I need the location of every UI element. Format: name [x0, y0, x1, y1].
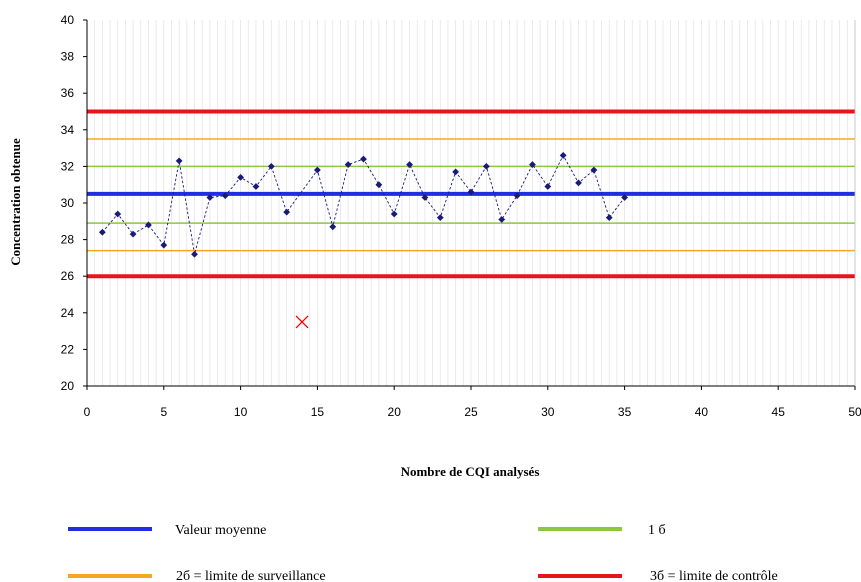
x-tick-label: 45 — [772, 405, 786, 419]
outlier-stroke — [295, 315, 309, 329]
y-tick-label: 22 — [61, 342, 75, 356]
data-point — [529, 161, 536, 168]
data-point — [344, 161, 352, 168]
data-point — [252, 183, 260, 190]
data-point — [129, 230, 137, 238]
data-point — [375, 181, 383, 189]
x-tick-label: 20 — [388, 405, 402, 419]
data-point — [237, 173, 244, 181]
y-tick-label: 34 — [61, 123, 75, 137]
y-axis-title: Concentration obtenue — [8, 138, 23, 266]
data-point — [267, 163, 275, 170]
x-tick-labels: 0 5 10 15 20 25 30 35 40 45 50 — [84, 405, 861, 419]
data-point — [175, 157, 183, 165]
data-point — [452, 168, 460, 176]
y-tick-label: 40 — [61, 13, 75, 27]
data-point — [98, 228, 106, 236]
y-tick-label: 28 — [61, 233, 75, 247]
data-point — [590, 166, 598, 174]
x-tick-label: 5 — [160, 405, 167, 419]
x-tick-label: 15 — [311, 405, 325, 419]
data-point — [160, 241, 168, 249]
y-tick-label: 36 — [61, 86, 75, 100]
y-tick-label: 38 — [61, 50, 75, 64]
data-point — [513, 192, 521, 200]
x-tick-label: 10 — [234, 405, 248, 419]
data-point — [145, 221, 152, 229]
legend-item-3-sigma: 3б = limite de contrôle — [538, 569, 778, 582]
data-point — [621, 194, 628, 201]
x-tick-label: 40 — [695, 405, 709, 419]
y-tick-label: 30 — [61, 196, 75, 210]
axes — [83, 19, 856, 390]
data-point — [544, 183, 552, 190]
legend-label-2-sigma: 2б = limite de surveillance — [176, 569, 326, 582]
data-point — [421, 194, 429, 201]
legend-item-2-sigma: 2б = limite de surveillance — [68, 569, 326, 582]
x-axis-title: Nombre de CQI analysés — [401, 464, 540, 479]
y-tick-label: 26 — [61, 269, 75, 283]
data-point — [283, 208, 291, 216]
series-line — [102, 154, 625, 255]
y-tick-labels: 20 22 24 26 28 30 32 34 36 38 40 — [61, 13, 75, 393]
data-point — [605, 214, 613, 222]
data-point — [329, 223, 337, 231]
data-point — [314, 166, 321, 174]
vertical-gridlines — [94, 20, 848, 386]
legend-label-1-sigma: 1 б — [648, 523, 666, 538]
data-point — [559, 152, 567, 159]
data-point — [498, 216, 506, 223]
legend-item-1-sigma: 1 б — [538, 523, 666, 538]
y-tick-label: 20 — [61, 379, 75, 393]
y-tick-label: 24 — [61, 306, 75, 320]
data-point — [575, 179, 582, 187]
data-point — [482, 163, 490, 170]
legend: Valeur moyenne 1 б 2б = limite de survei… — [68, 523, 778, 582]
data-point — [206, 194, 214, 201]
y-tick-label: 32 — [61, 159, 75, 173]
data-point — [467, 188, 475, 196]
data-point — [221, 192, 229, 200]
x-tick-label: 0 — [84, 405, 91, 419]
x-tick-label: 30 — [541, 405, 555, 419]
data-series-line — [102, 154, 625, 255]
legend-item-valeur-moyenne: Valeur moyenne — [68, 523, 266, 538]
data-point — [436, 214, 444, 222]
outlier-marker — [295, 315, 309, 329]
data-point — [360, 155, 367, 163]
x-tick-label: 25 — [464, 405, 478, 419]
data-point — [390, 210, 398, 218]
x-tick-label: 35 — [618, 405, 632, 419]
data-point — [114, 210, 122, 218]
x-tick-label: 50 — [848, 405, 861, 419]
legend-label-3-sigma: 3б = limite de contrôle — [650, 569, 778, 582]
data-point — [406, 161, 413, 168]
data-points — [98, 152, 628, 258]
data-point — [191, 250, 198, 258]
legend-label-valeur-moyenne: Valeur moyenne — [175, 523, 266, 538]
